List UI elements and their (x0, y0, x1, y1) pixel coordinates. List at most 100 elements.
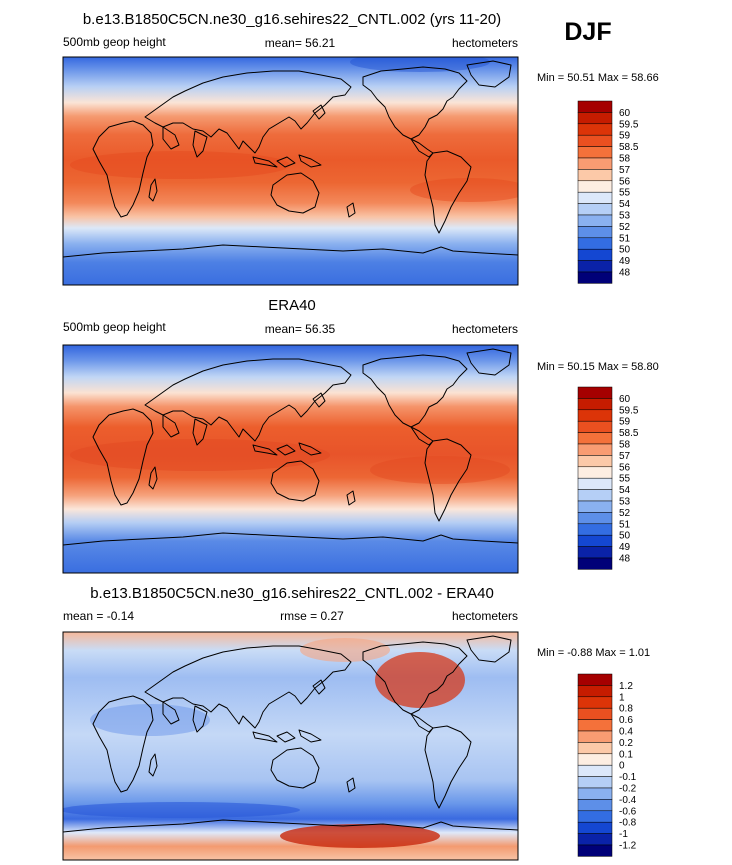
panel-1-units-label: hectometers (452, 36, 518, 50)
panel-1-colorbar-cell (577, 271, 613, 284)
panel-3-arctic-anomaly (375, 652, 465, 708)
panel-3-southern-cold-band (63, 802, 300, 818)
panel-2-title: ERA40 (268, 297, 316, 314)
panel-1-colorbar-label: 50 (619, 245, 631, 256)
panel-3-colorbar-label: -0.4 (619, 795, 637, 806)
panel-2-colorbar-label: 59.5 (619, 405, 639, 416)
panel-3-tropical-cold-anomaly (90, 704, 210, 736)
panel-3-colorbar: 1.210.80.60.40.20.10-0.1-0.2-0.4-0.6-0.8… (577, 673, 637, 857)
panel-2-colorbar-label: 54 (619, 485, 631, 496)
panel-3-title: b.e13.B1850C5CN.ne30_g16.sehires22_CNTL.… (90, 585, 494, 602)
panel-2-colorbar-label: 57 (619, 451, 631, 462)
panel-2: ERA40 500mb geop height mean= 56.35 hect… (62, 297, 659, 574)
panel-1-colorbar-cell (577, 169, 613, 182)
panel-2-colorbar-cell (577, 534, 613, 547)
panel-3-colorbar-label: 0.8 (619, 704, 633, 715)
panel-3-colorbar-label: -1.2 (619, 841, 637, 852)
panel-3-colorbar-cell (577, 742, 613, 755)
panel-3-units-label: hectometers (452, 609, 518, 623)
panel-3-colorbar-label: 0 (619, 761, 625, 772)
panel-2-colorbar-label: 56 (619, 462, 631, 473)
panel-1-colorbar-cell (577, 134, 613, 147)
panel-1-colorbar-label: 60 (619, 108, 631, 119)
panel-3-colorbar-label: 1 (619, 692, 625, 703)
panel-3-colorbar-label: -0.1 (619, 772, 637, 783)
panel-2-colorbar-cell (577, 512, 613, 525)
panel-2-colorbar-label: 59 (619, 417, 631, 428)
panel-3-colorbar-cell (577, 776, 613, 789)
panel-1-colorbar-label: 52 (619, 222, 631, 233)
panel-3-colorbar-label: 0.4 (619, 727, 633, 738)
panel-3-left-label: mean = -0.14 (63, 609, 134, 623)
panel-1: b.e13.B1850C5CN.ne30_g16.sehires22_CNTL.… (62, 11, 659, 286)
panel-1-warm-core-west (70, 151, 290, 179)
panel-3-colorbar-label: 0.2 (619, 738, 633, 749)
panel-2-colorbar-cell (577, 477, 613, 490)
panel-2-colorbar-cell (577, 500, 613, 513)
panel-1-colorbar-cell (577, 157, 613, 170)
panel-2-colorbar-label: 60 (619, 394, 631, 405)
panel-1-left-label: 500mb geop height (63, 35, 166, 49)
panel-1-colorbar-label: 53 (619, 211, 631, 222)
panel-2-frame (62, 344, 519, 574)
panel-1-mean-label: mean= 56.21 (265, 36, 336, 50)
panel-1-colorbar-cell (577, 248, 613, 261)
panel-3-colorbar-cell (577, 685, 613, 698)
panel-3-colorbar-cell (577, 764, 613, 777)
panel-1-colorbar-label: 59 (619, 131, 631, 142)
panel-1-colorbar-label: 58 (619, 154, 631, 165)
panel-2-colorbar-label: 58.5 (619, 428, 639, 439)
panel-2-warm-core-west (70, 439, 330, 471)
panel-1-colorbar-label: 48 (619, 268, 631, 279)
panel-3-colorbar-cell (577, 730, 613, 743)
panel-2-map (63, 345, 518, 573)
panel-3-colorbar-cell (577, 673, 613, 686)
panel-3-colorbar-label: -0.8 (619, 818, 637, 829)
panel-2-left-label: 500mb geop height (63, 320, 166, 334)
panel-2-colorbar-label: 58 (619, 440, 631, 451)
panel-1-colorbar-cell (577, 214, 613, 227)
panel-1-colorbar-label: 57 (619, 165, 631, 176)
panel-1-colorbar-label: 51 (619, 233, 631, 244)
panel-3-colorbar-label: -0.6 (619, 806, 637, 817)
panel-2-colorbar-cell (577, 546, 613, 559)
season-label: DJF (564, 18, 611, 46)
panel-3-colorbar-cell (577, 844, 613, 857)
panel-1-minmax: Min = 50.51 Max = 58.66 (537, 72, 659, 84)
panel-3-colorbar-label: 1.2 (619, 681, 633, 692)
panel-2-colorbar-label: 48 (619, 554, 631, 565)
panel-3-colorbar-label: 0.1 (619, 749, 633, 760)
panel-2-colorbar-label: 49 (619, 542, 631, 553)
panel-1-colorbar-cell (577, 112, 613, 125)
panel-1-colorbar-label: 59.5 (619, 119, 639, 130)
panel-3: b.e13.B1850C5CN.ne30_g16.sehires22_CNTL.… (62, 585, 650, 861)
panel-1-colorbar-cell (577, 260, 613, 273)
panel-2-colorbar-label: 51 (619, 519, 631, 530)
panel-3-map (63, 632, 518, 860)
panel-1-colorbar-label: 56 (619, 176, 631, 187)
panel-3-colorbar-cell (577, 696, 613, 709)
panel-3-frame (62, 631, 519, 861)
panel-1-colorbar-cell (577, 237, 613, 250)
panel-2-colorbar-cell (577, 420, 613, 433)
panel-1-colorbar-cell (577, 203, 613, 216)
panel-3-colorbar-cell (577, 821, 613, 834)
panel-2-colorbar-cell (577, 443, 613, 456)
panel-3-colorbar-cell (577, 753, 613, 766)
panel-1-colorbar-label: 58.5 (619, 142, 639, 153)
panel-3-colorbar-cell (577, 799, 613, 812)
panel-2-colorbar-cell (577, 557, 613, 570)
panel-2-colorbar-cell (577, 466, 613, 479)
panel-3-colorbar-label: -1 (619, 829, 628, 840)
panel-3-colorbar-cell (577, 719, 613, 732)
panel-2-colorbar-cell (577, 386, 613, 399)
panel-1-colorbar-cell (577, 180, 613, 193)
panel-2-colorbar-cell (577, 409, 613, 422)
panel-1-colorbar-cell (577, 191, 613, 204)
panel-3-north-pacific-anomaly (300, 638, 390, 662)
panel-1-title: b.e13.B1850C5CN.ne30_g16.sehires22_CNTL.… (83, 11, 501, 28)
panel-2-colorbar-label: 52 (619, 508, 631, 519)
panel-2-minmax: Min = 50.15 Max = 58.80 (537, 361, 659, 373)
